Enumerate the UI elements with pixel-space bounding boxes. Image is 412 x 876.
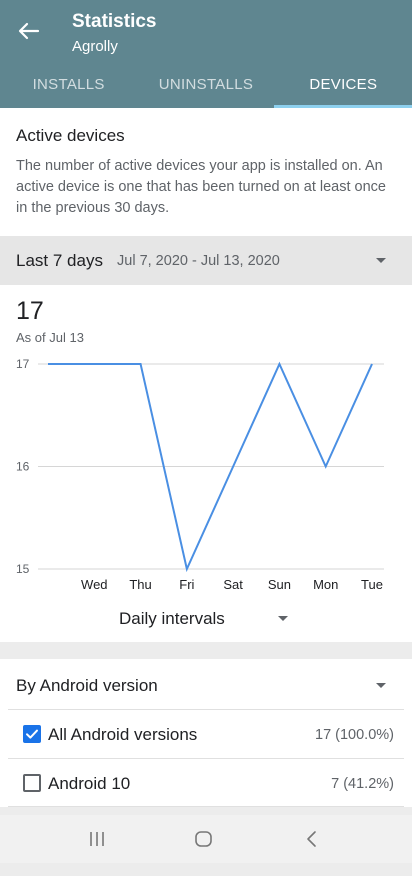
- x-tick-label: Tue: [361, 577, 383, 592]
- period-label: Last 7 days: [16, 251, 103, 270]
- tab-devices[interactable]: DEVICES: [309, 76, 378, 93]
- period-date-range: Jul 7, 2020 - Jul 13, 2020: [117, 253, 280, 269]
- line-chart: 15 16 17 Wed Thu Fri Sat Sun Mon Tue: [16, 357, 384, 592]
- x-tick-label: Thu: [129, 577, 151, 592]
- x-tick-label: Sat: [223, 577, 243, 592]
- y-tick-label: 17: [16, 357, 30, 371]
- dropdown-caret-icon[interactable]: [376, 683, 386, 688]
- recent-apps-icon[interactable]: [67, 815, 127, 863]
- version-filter-label[interactable]: By Android version: [16, 676, 158, 695]
- x-tick-label: Wed: [81, 577, 108, 592]
- tab-indicator: [274, 105, 412, 108]
- divider: [8, 806, 404, 807]
- interval-label[interactable]: Daily intervals: [119, 609, 225, 628]
- version-row-value: 7 (41.2%): [331, 776, 394, 792]
- checkmark-icon: [26, 729, 38, 739]
- dropdown-caret-icon: [376, 258, 386, 263]
- active-devices-card: Active devices The number of active devi…: [0, 108, 412, 236]
- section-description: The number of active devices your app is…: [16, 158, 386, 216]
- home-icon[interactable]: [174, 815, 234, 863]
- summary-value: 17: [16, 297, 44, 325]
- y-tick-label: 16: [16, 460, 30, 474]
- series-line: [48, 361, 373, 573]
- chart-card: 15 16 17 Wed Thu Fri Sat Sun Mon Tue 17 As of Jul…: [0, 285, 412, 642]
- checkbox-all-versions[interactable]: [23, 725, 41, 743]
- x-tick-label: Fri: [179, 577, 194, 592]
- app-bar: Statistics Agrolly INSTALLS UNINSTALLS D…: [0, 0, 412, 108]
- nav-back-icon[interactable]: [282, 815, 342, 863]
- tab-bar: INSTALLS UNINSTALLS DEVICES: [0, 64, 412, 108]
- tab-uninstalls[interactable]: UNINSTALLS: [158, 76, 254, 93]
- divider: [8, 709, 404, 710]
- version-row-value: 17 (100.0%): [315, 727, 394, 743]
- period-selector[interactable]: Last 7 days Jul 7, 2020 - Jul 13, 2020: [0, 236, 412, 285]
- app-name: Agrolly: [72, 38, 118, 55]
- summary-as-of: As of Jul 13: [16, 330, 84, 345]
- page-title: Statistics: [72, 11, 157, 32]
- divider: [8, 758, 404, 759]
- version-row-label: Android 10: [48, 774, 131, 793]
- android-version-card: By Android version All Android versions …: [0, 659, 412, 807]
- back-arrow-icon[interactable]: [14, 16, 44, 46]
- x-tick-label: Mon: [313, 577, 338, 592]
- x-tick-label: Sun: [268, 577, 291, 592]
- version-row-label: All Android versions: [48, 725, 198, 744]
- section-title: Active devices: [16, 126, 125, 145]
- y-tick-label: 15: [16, 562, 30, 576]
- checkbox-android-10[interactable]: [23, 774, 41, 792]
- system-nav-bar: [0, 815, 412, 863]
- tab-installs[interactable]: INSTALLS: [32, 76, 105, 93]
- dropdown-caret-icon[interactable]: [278, 616, 288, 621]
